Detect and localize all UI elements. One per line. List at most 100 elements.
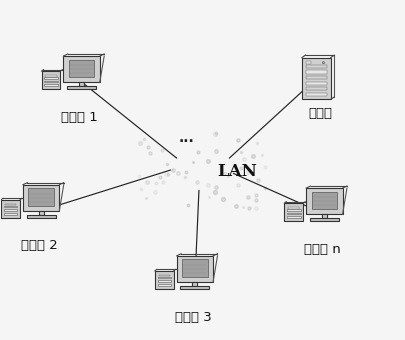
- Bar: [79, 82, 84, 86]
- Bar: [63, 56, 100, 82]
- Point: [181, 174, 188, 180]
- Bar: [311, 192, 336, 209]
- Point: [238, 150, 244, 155]
- Point: [220, 196, 226, 201]
- Point: [239, 204, 245, 210]
- Bar: [286, 213, 300, 215]
- Point: [175, 170, 181, 176]
- Point: [252, 205, 259, 211]
- Point: [194, 150, 200, 155]
- Point: [252, 197, 258, 203]
- Bar: [301, 58, 330, 100]
- Point: [184, 203, 190, 208]
- Point: [261, 186, 267, 191]
- Bar: [284, 203, 303, 221]
- Bar: [28, 188, 54, 206]
- Bar: [44, 84, 58, 86]
- Point: [143, 196, 149, 201]
- Bar: [157, 280, 171, 282]
- Point: [183, 169, 189, 174]
- Circle shape: [322, 62, 324, 64]
- Bar: [305, 65, 326, 68]
- Point: [212, 131, 219, 136]
- Bar: [158, 275, 170, 276]
- Point: [165, 171, 171, 177]
- Text: 客户机 1: 客户机 1: [61, 111, 98, 124]
- Point: [225, 173, 231, 178]
- Point: [156, 174, 162, 180]
- Bar: [157, 277, 171, 278]
- Bar: [305, 87, 326, 90]
- Point: [204, 182, 210, 188]
- Point: [138, 186, 144, 191]
- Point: [249, 153, 256, 158]
- Point: [160, 179, 166, 185]
- Bar: [44, 81, 58, 82]
- Bar: [154, 271, 173, 289]
- Point: [254, 177, 260, 182]
- Point: [147, 150, 153, 156]
- Bar: [4, 206, 17, 207]
- Point: [234, 137, 241, 143]
- Bar: [67, 86, 96, 89]
- Bar: [157, 284, 171, 286]
- Point: [244, 170, 251, 175]
- Point: [252, 192, 258, 197]
- Point: [206, 194, 212, 200]
- Point: [217, 166, 223, 171]
- Bar: [180, 286, 209, 289]
- Point: [193, 179, 200, 185]
- Text: 客户机 2: 客户机 2: [21, 239, 58, 252]
- Point: [164, 161, 170, 167]
- Point: [144, 179, 150, 184]
- Text: LAN: LAN: [217, 163, 256, 180]
- Bar: [305, 70, 326, 73]
- Text: 服务器: 服务器: [307, 107, 332, 120]
- Point: [136, 140, 143, 146]
- Bar: [26, 215, 55, 218]
- Bar: [176, 256, 213, 282]
- Bar: [305, 62, 310, 64]
- Point: [145, 144, 151, 150]
- Point: [232, 203, 238, 208]
- Point: [205, 158, 211, 164]
- Bar: [305, 93, 326, 96]
- Bar: [288, 207, 299, 208]
- Point: [190, 160, 196, 165]
- Point: [140, 137, 147, 142]
- Point: [158, 148, 164, 153]
- Bar: [45, 75, 57, 76]
- Bar: [38, 211, 44, 215]
- Bar: [23, 185, 59, 211]
- Bar: [321, 214, 326, 218]
- Point: [241, 156, 247, 162]
- Point: [245, 205, 252, 210]
- Bar: [4, 213, 17, 215]
- Bar: [286, 216, 300, 218]
- Text: 客户机 n: 客户机 n: [303, 243, 340, 256]
- Bar: [44, 77, 58, 79]
- Bar: [305, 188, 342, 214]
- Bar: [5, 204, 16, 205]
- Point: [258, 152, 264, 158]
- Point: [136, 174, 142, 179]
- Point: [211, 189, 218, 194]
- Bar: [41, 71, 60, 89]
- Point: [212, 149, 219, 154]
- Point: [261, 164, 267, 170]
- Point: [152, 180, 159, 185]
- Bar: [305, 82, 326, 85]
- Bar: [1, 200, 20, 218]
- Text: ...: ...: [179, 131, 194, 145]
- Bar: [4, 209, 17, 211]
- Point: [151, 189, 158, 194]
- Bar: [309, 218, 338, 221]
- Point: [254, 141, 260, 146]
- Point: [244, 194, 250, 200]
- Bar: [182, 259, 207, 277]
- Point: [169, 167, 176, 173]
- Point: [221, 170, 228, 175]
- Bar: [286, 209, 300, 211]
- Point: [213, 185, 219, 190]
- Point: [162, 171, 169, 176]
